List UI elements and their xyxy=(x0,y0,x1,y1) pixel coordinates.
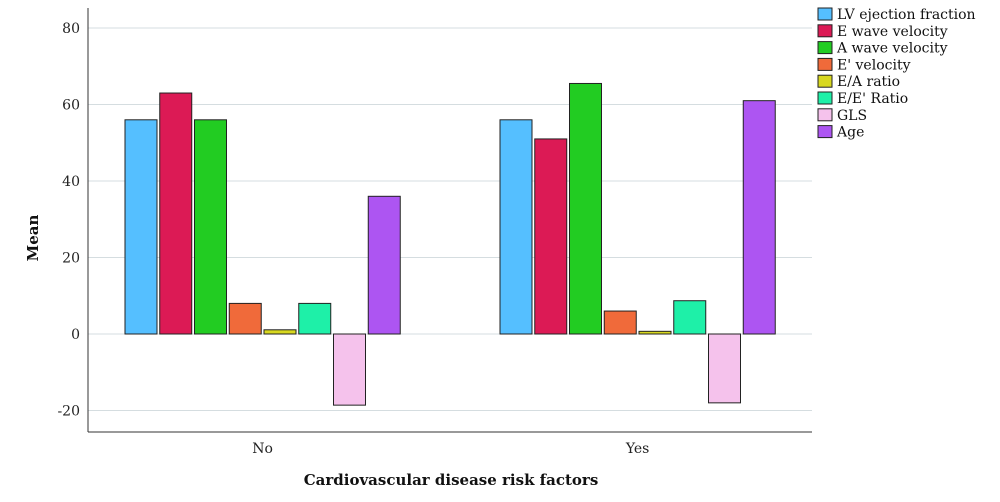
legend-label-e-e-ratio: E/E' Ratio xyxy=(837,91,908,107)
legend-swatch-a-wave-velocity xyxy=(817,41,833,55)
legend-label-age: Age xyxy=(836,125,864,141)
legend-swatch-gls xyxy=(817,108,833,122)
bar-lv-ejection-fraction-no xyxy=(124,119,158,335)
y-tick-label: 40 xyxy=(62,174,80,190)
bar-e-velocity-yes xyxy=(603,310,637,335)
bar-a-wave-velocity-no xyxy=(194,119,227,335)
legend-label-e-a-ratio: E/A ratio xyxy=(837,74,900,90)
bar-e-velocity-no xyxy=(228,302,262,335)
bar-gls-no xyxy=(333,333,366,406)
bar-lv-ejection-fraction-yes xyxy=(499,119,533,335)
y-tick-label: 0 xyxy=(71,327,80,343)
axes xyxy=(87,8,812,433)
y-tick-label: 80 xyxy=(62,21,80,37)
legend-swatch-age xyxy=(817,125,833,139)
legend-label-e-wave-velocity: E wave velocity xyxy=(837,24,948,40)
bars xyxy=(124,82,776,406)
legend-label-a-wave-velocity: A wave velocity xyxy=(836,41,948,57)
legend-label-e-velocity: E' velocity xyxy=(837,57,911,73)
bar-gls-yes xyxy=(708,333,741,404)
y-tick-label: 20 xyxy=(62,251,80,267)
x-tick-label-no: No xyxy=(252,441,273,457)
x-axis-title: Cardiovascular disease risk factors xyxy=(304,471,599,489)
bar-age-yes xyxy=(742,100,776,335)
bar-e-e-ratio-yes xyxy=(673,300,707,335)
bar-e-wave-velocity-yes xyxy=(534,138,568,335)
bar-e-a-ratio-yes xyxy=(638,330,672,335)
bar-e-e-ratio-no xyxy=(298,302,332,335)
legend-label-gls: GLS xyxy=(837,108,867,124)
y-tick-label: 60 xyxy=(62,98,80,114)
y-tick-labels: -20 0 20 40 60 80 xyxy=(57,21,80,420)
legend-swatch-e-wave-velocity xyxy=(817,24,833,38)
bar-age-no xyxy=(367,195,401,335)
legend-swatch-lv-ejection-fraction xyxy=(817,7,833,21)
legend-label-lv-ejection-fraction: LV ejection fraction xyxy=(837,7,976,23)
bar-a-wave-velocity-yes xyxy=(569,82,602,335)
legend-swatch-e-a-ratio xyxy=(817,74,833,88)
y-axis-title: Mean xyxy=(24,215,42,262)
x-tick-label-yes: Yes xyxy=(625,441,650,457)
bar-e-a-ratio-no xyxy=(263,329,297,335)
y-tick-label: -20 xyxy=(57,404,80,420)
legend-swatch-e-e-ratio xyxy=(817,91,833,105)
legend-swatch-e-velocity xyxy=(817,57,833,71)
bar-e-wave-velocity-no xyxy=(159,92,193,335)
x-tick-labels: No Yes xyxy=(252,441,649,457)
